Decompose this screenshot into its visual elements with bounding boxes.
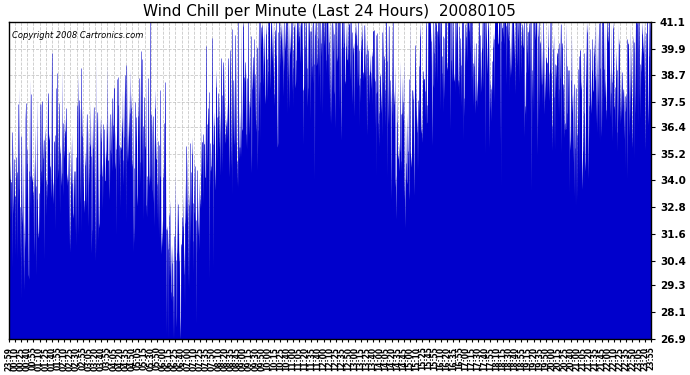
Title: Wind Chill per Minute (Last 24 Hours)  20080105: Wind Chill per Minute (Last 24 Hours) 20… <box>144 4 516 19</box>
Text: Copyright 2008 Cartronics.com: Copyright 2008 Cartronics.com <box>12 31 144 40</box>
